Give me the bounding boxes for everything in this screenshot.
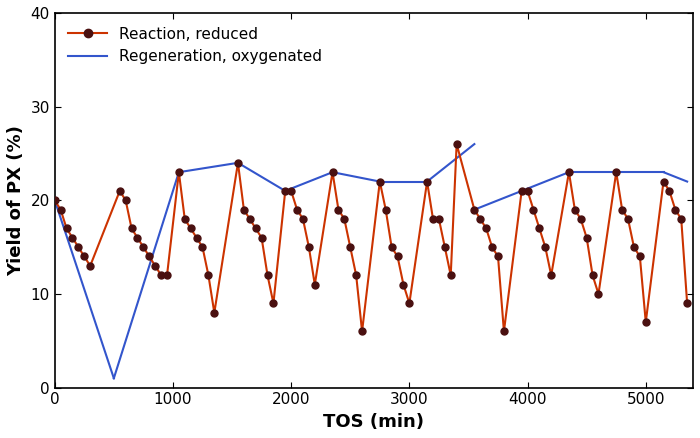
Y-axis label: Yield of PX (%): Yield of PX (%) (7, 125, 25, 276)
Legend: Reaction, reduced, Regeneration, oxygenated: Reaction, reduced, Regeneration, oxygena… (62, 21, 328, 71)
X-axis label: TOS (min): TOS (min) (323, 413, 424, 431)
